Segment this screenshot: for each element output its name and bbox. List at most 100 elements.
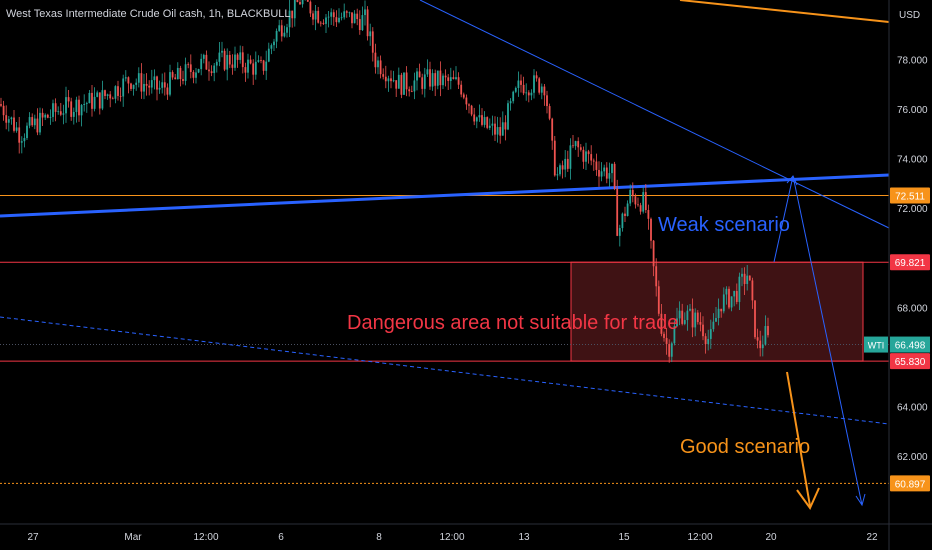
candle-body xyxy=(75,99,78,112)
x-tick-label-2: 12:00 xyxy=(193,532,218,543)
candle-body xyxy=(49,116,52,118)
y-tick-label-2: 74.000 xyxy=(897,155,928,166)
candle-body xyxy=(678,310,681,319)
candle-body xyxy=(699,322,702,325)
candle-body xyxy=(759,340,762,349)
candle-body xyxy=(608,173,611,179)
candle-body xyxy=(449,77,452,81)
candle-body xyxy=(358,19,361,31)
candle-body xyxy=(686,310,689,321)
weak-arrow-head-bottom xyxy=(855,493,866,507)
candle-body xyxy=(143,83,145,92)
candle-body xyxy=(169,72,171,95)
x-tick-label-6: 13 xyxy=(518,532,530,543)
candle-body xyxy=(239,52,242,60)
candle-body xyxy=(520,80,522,85)
candle-body xyxy=(109,94,112,99)
candle-body xyxy=(673,326,676,344)
candle-body xyxy=(140,73,143,92)
candle-body xyxy=(223,50,226,70)
candle-body xyxy=(668,343,671,357)
candle-body xyxy=(681,310,684,324)
candle-body xyxy=(254,61,257,75)
candle-body xyxy=(319,22,322,24)
candle-body xyxy=(621,213,624,229)
candle-body xyxy=(507,103,509,130)
candle-body xyxy=(572,145,574,147)
candle-body xyxy=(273,41,275,46)
candle-body xyxy=(475,117,478,122)
candle-body xyxy=(83,104,86,106)
candle-body xyxy=(288,10,291,28)
candle-body xyxy=(228,54,231,65)
candle-body xyxy=(613,163,616,189)
y-tick-label-3: 72.000 xyxy=(897,204,928,215)
candle-body xyxy=(135,82,138,85)
price-axis[interactable]: USD 78.00076.00074.00072.00070.00068.000… xyxy=(888,0,928,550)
candle-body xyxy=(335,17,338,23)
candle-body xyxy=(395,80,398,89)
candle-body xyxy=(650,218,652,241)
candle-body xyxy=(707,338,710,345)
candle-body xyxy=(486,117,489,128)
candle-body xyxy=(577,141,580,148)
good-scenario-label: Good scenario xyxy=(680,436,810,458)
candle-body xyxy=(501,122,504,136)
candle-body xyxy=(696,312,699,323)
price-tag-label-zone-top: 69.821 xyxy=(895,258,926,269)
candle-body xyxy=(556,174,559,176)
candle-body xyxy=(267,48,270,62)
candle-body xyxy=(36,118,39,133)
candle-body xyxy=(293,0,296,19)
candle-body xyxy=(101,90,104,109)
candle-body xyxy=(18,127,21,143)
candle-body xyxy=(130,83,132,89)
candle-body xyxy=(447,77,450,81)
candle-body xyxy=(252,63,255,75)
candle-body xyxy=(452,77,455,80)
candle-body xyxy=(644,192,647,211)
candle-body xyxy=(416,71,418,81)
candle-body xyxy=(598,169,600,177)
candle-body xyxy=(600,171,603,177)
candle-body xyxy=(80,105,83,116)
candle-body xyxy=(642,192,645,212)
y-tick-label-5: 68.000 xyxy=(897,303,928,314)
time-axis[interactable]: 27 Mar 12:00 6 8 12:00 13 15 12:00 20 22 xyxy=(0,523,932,543)
candle-body xyxy=(733,290,736,297)
candle-body xyxy=(44,114,47,118)
price-tag-label-zone-bottom: 65.830 xyxy=(895,357,926,368)
candle-body xyxy=(0,104,2,106)
candle-body xyxy=(730,296,733,308)
candle-body xyxy=(296,0,299,3)
candle-body xyxy=(10,117,13,120)
x-tick-label-7: 15 xyxy=(618,532,630,543)
y-tick-label-0: 78.000 xyxy=(897,55,928,66)
candle-body xyxy=(624,213,626,216)
candle-body xyxy=(540,86,543,93)
candle-body xyxy=(215,61,218,66)
candle-body xyxy=(512,91,515,102)
candle-body xyxy=(247,59,249,73)
candle-body xyxy=(275,30,278,42)
candle-body xyxy=(96,92,99,97)
chart-title: West Texas Intermediate Crude Oil cash, … xyxy=(6,8,291,20)
candle-body xyxy=(98,92,101,109)
candles-group xyxy=(0,0,769,363)
candle-body xyxy=(663,333,665,338)
candle-body xyxy=(174,77,177,80)
candle-body xyxy=(460,84,463,95)
candle-body xyxy=(213,65,216,74)
candle-body xyxy=(465,97,468,105)
candle-body xyxy=(317,10,320,23)
candle-body xyxy=(117,86,119,96)
candle-body xyxy=(270,45,273,49)
candle-body xyxy=(470,105,473,115)
price-tags: 72.511 69.821 65.830 60.897 WTI 66.498 xyxy=(864,187,930,492)
candle-body xyxy=(439,70,442,86)
candle-body xyxy=(20,141,23,143)
candle-body xyxy=(738,276,741,302)
candle-body xyxy=(587,151,590,155)
candle-body xyxy=(301,0,304,5)
